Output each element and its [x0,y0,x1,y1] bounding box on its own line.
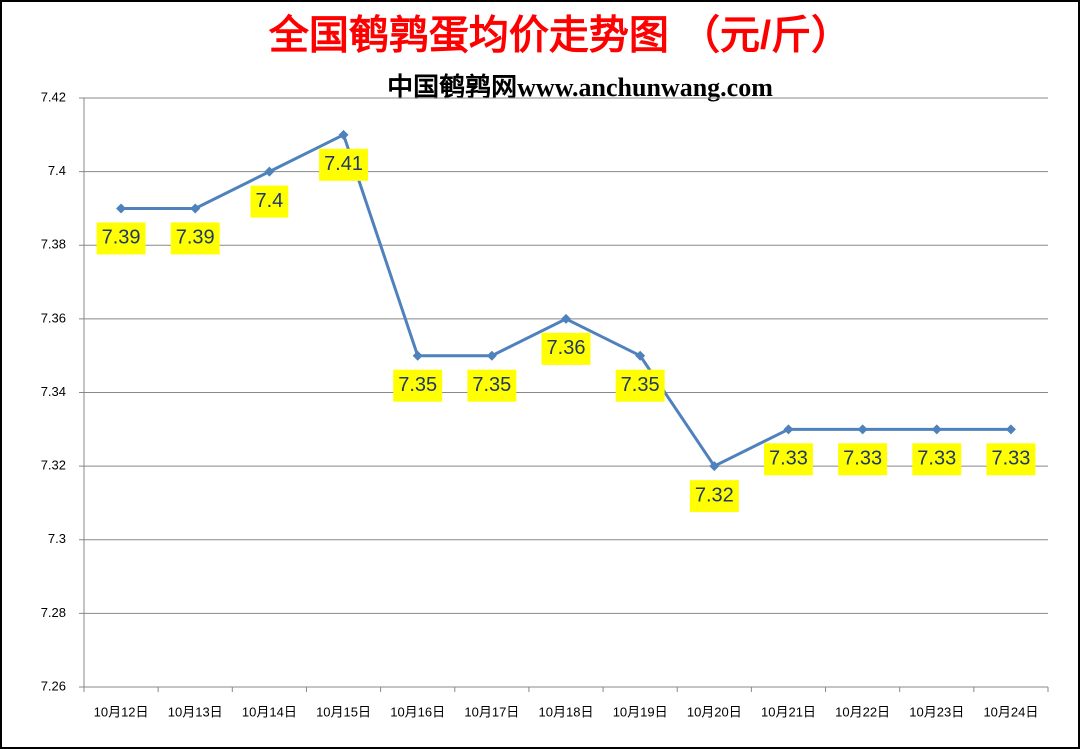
data-point [709,461,720,472]
y-tick-label: 7.36 [41,310,66,325]
x-tick-label: 10月17日 [464,704,519,719]
data-label: 7.32 [695,484,734,506]
x-tick-label: 10月21日 [761,704,816,719]
chart-title: 全国鹌鹑蛋均价走势图 （元/斤） [268,13,851,58]
data-point [338,129,349,140]
x-tick-label: 10月22日 [835,704,890,719]
data-label: 7.33 [917,448,956,470]
data-point [783,424,794,435]
y-tick-label: 7.42 [41,89,66,104]
data-label-box [689,480,739,513]
x-tick-label: 10月13日 [168,704,223,719]
x-tick-label: 10月19日 [613,704,668,719]
x-tick-label: 10月18日 [539,704,594,719]
data-point [1005,424,1016,435]
y-tick-label: 7.28 [41,605,66,620]
x-tick-label: 10月14日 [242,704,297,719]
data-label: 7.35 [621,374,660,396]
data-label-box [838,443,888,476]
y-tick-label: 7.38 [41,237,66,252]
data-label: 7.41 [324,153,363,175]
data-label: 7.36 [547,337,586,359]
data-label-box [319,148,369,181]
x-tick-label: 10月20日 [687,704,742,719]
data-point [486,350,497,361]
y-tick-label: 7.4 [48,163,66,178]
data-label-box [96,222,146,255]
x-tick-label: 10月24日 [983,704,1038,719]
data-label-box [393,369,443,402]
y-tick-label: 7.3 [48,531,66,546]
y-tick-label: 7.26 [41,678,66,693]
data-label-box [986,443,1036,476]
data-label: 7.39 [102,227,141,249]
y-tick-label: 7.34 [41,384,66,399]
data-point [264,166,275,177]
y-tick-label: 7.32 [41,458,66,473]
x-tick-label: 10月15日 [316,704,371,719]
data-point [561,313,571,324]
chart-subtitle: 中国鹌鹑网www.anchunwang.com [387,72,773,102]
data-label-box [467,369,517,402]
data-point [190,203,201,214]
data-point [635,350,646,361]
data-label: 7.39 [176,227,215,249]
data-label: 7.33 [991,448,1030,470]
x-tick-label: 10月16日 [390,704,445,719]
data-label: 7.4 [255,190,283,212]
data-label-box [250,185,289,218]
data-label-box [912,443,962,476]
data-point [931,424,942,435]
data-label: 7.35 [472,374,511,396]
data-label: 7.33 [769,448,808,470]
data-label-box [541,332,591,365]
x-tick-label: 10月23日 [909,704,964,719]
data-label: 7.35 [398,374,437,396]
data-point [857,424,868,435]
x-tick-label: 10月12日 [94,704,149,719]
data-point [116,203,127,214]
data-label: 7.33 [843,448,882,470]
data-point [412,350,423,361]
data-label-box [170,222,220,255]
data-label-box [615,369,665,402]
data-label-box [763,443,813,476]
